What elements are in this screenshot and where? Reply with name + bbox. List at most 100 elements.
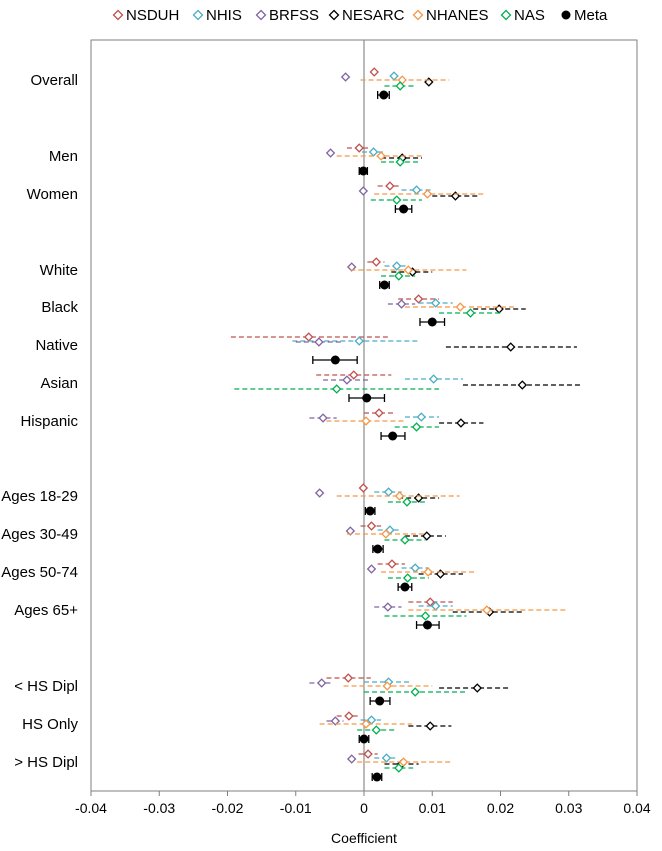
row-label-ages-30-49: Ages 30-49: [1, 526, 78, 543]
point-men-nhis: [368, 147, 379, 157]
point-overall-nesarc: [424, 77, 434, 87]
point-white-nsduh: [371, 257, 382, 267]
x-axis-label: Coefficient: [331, 830, 397, 846]
legend-label-brfss: BRFSS: [269, 7, 319, 24]
group-hispanic: [309, 408, 484, 441]
group-women: [358, 181, 484, 214]
x-tick-label: 0.02: [487, 800, 514, 816]
point-white-meta: [379, 280, 389, 290]
point-men-brfss: [325, 148, 336, 158]
point-lt-hs-dipl-nhanes: [382, 681, 392, 691]
row-label-ages-50-74: Ages 50-74: [1, 564, 78, 581]
point-native-nesarc: [506, 342, 516, 352]
point-women-nhanes: [422, 189, 433, 199]
point-black-nesarc: [494, 304, 504, 314]
point-lt-hs-dipl-brfss: [316, 678, 327, 688]
point-women-meta: [399, 204, 409, 214]
point-overall-brfss: [340, 72, 351, 82]
point-gt-hs-dipl-nhis: [381, 753, 392, 763]
point-hs-only-meta: [359, 734, 369, 744]
point-ages-18-29-nhanes: [394, 491, 405, 501]
point-ages-18-29-brfss: [314, 488, 325, 498]
point-overall-nas: [395, 81, 405, 91]
point-black-meta: [427, 317, 437, 327]
x-tick-label: 0: [360, 800, 368, 816]
point-ages-18-29-nas: [402, 497, 412, 507]
point-black-nsduh: [413, 294, 424, 304]
point-gt-hs-dipl-brfss: [346, 754, 357, 764]
point-black-brfss: [396, 299, 407, 309]
row-label-gt-hs-dipl: > HS Dipl: [14, 754, 78, 771]
group-ages-50-74: [366, 559, 477, 592]
point-black-nhanes: [455, 302, 465, 312]
point-lt-hs-dipl-nsduh: [343, 673, 354, 683]
group-overall: [340, 67, 450, 100]
point-ages-50-74-nhanes: [423, 567, 433, 577]
point-native-nsduh: [303, 332, 314, 342]
x-axis: -0.04 -0.03 -0.02 -0.01 0 0.01 0.02 0.03 0.04: [75, 791, 651, 816]
row-label-native: Native: [35, 337, 78, 354]
point-hispanic-nesarc: [456, 418, 466, 428]
group-ages-30-49: [345, 521, 446, 554]
point-women-nhis: [411, 185, 422, 195]
point-ages-50-74-nas: [402, 573, 413, 583]
row-label-lt-hs-dipl: < HS Dipl: [14, 678, 78, 695]
point-ages-50-74-nhis: [410, 563, 420, 573]
point-ages-50-74-nsduh: [387, 559, 397, 569]
legend-marker-brfss: [255, 9, 267, 21]
group-white: [346, 257, 467, 290]
row-label-women: Women: [27, 186, 78, 203]
point-ages-18-29-nesarc: [413, 493, 424, 503]
point-asian-nhis: [428, 374, 439, 384]
point-gt-hs-dipl-nsduh: [363, 749, 373, 759]
row-label-overall: Overall: [30, 72, 78, 89]
legend-marker-nsduh: [112, 9, 124, 21]
point-white-nas: [394, 271, 404, 281]
point-women-nas: [392, 195, 402, 205]
point-ages-30-49-nhanes: [381, 529, 391, 539]
point-ages-30-49-nas: [400, 535, 410, 545]
point-native-nhis: [354, 336, 364, 346]
x-tick-label: -0.01: [280, 800, 312, 816]
row-label-ages-65-plus: Ages 65+: [14, 602, 78, 619]
legend-marker-meta: [561, 10, 571, 20]
point-black-nhis: [430, 298, 441, 308]
point-hs-only-nesarc: [425, 721, 435, 731]
point-hispanic-nhis: [416, 412, 427, 422]
group-hs-only: [319, 711, 452, 744]
point-hispanic-nas: [411, 422, 422, 432]
point-women-brfss: [358, 186, 369, 196]
point-ages-65-plus-meta: [422, 620, 432, 630]
point-hs-only-nhanes: [361, 719, 371, 729]
point-hs-only-nas: [371, 725, 382, 735]
row-label-white: White: [40, 262, 78, 279]
point-hispanic-brfss: [318, 413, 328, 423]
x-tick-label: -0.02: [212, 800, 244, 816]
legend-label-nesarc: NESARC: [342, 7, 405, 24]
point-ages-30-49-meta: [373, 544, 383, 554]
point-native-meta: [330, 355, 340, 365]
point-overall-nhis: [389, 71, 399, 81]
point-hs-only-brfss: [330, 716, 341, 726]
point-hispanic-nsduh: [374, 408, 384, 418]
group-asian: [234, 370, 583, 403]
point-gt-hs-dipl-nas: [394, 763, 404, 773]
point-hispanic-nhanes: [361, 416, 371, 426]
point-black-nas: [465, 308, 476, 318]
point-ages-50-74-meta: [400, 582, 410, 592]
point-hispanic-meta: [388, 431, 398, 441]
legend-label-nas: NAS: [514, 7, 545, 24]
legend-marker-nhanes: [412, 9, 424, 21]
legend-marker-nhis: [192, 9, 204, 21]
point-white-nhanes: [403, 265, 414, 275]
point-ages-30-49-nsduh: [366, 521, 377, 531]
point-women-nsduh: [385, 181, 395, 191]
group-gt-hs-dipl: [346, 749, 452, 782]
x-tick-label: -0.03: [143, 800, 175, 816]
point-gt-hs-dipl-meta: [372, 772, 382, 782]
x-tick-label: -0.04: [75, 800, 107, 816]
row-label-hispanic: Hispanic: [20, 413, 78, 430]
point-ages-30-49-brfss: [345, 526, 356, 536]
point-ages-65-plus-nhanes: [482, 605, 492, 615]
